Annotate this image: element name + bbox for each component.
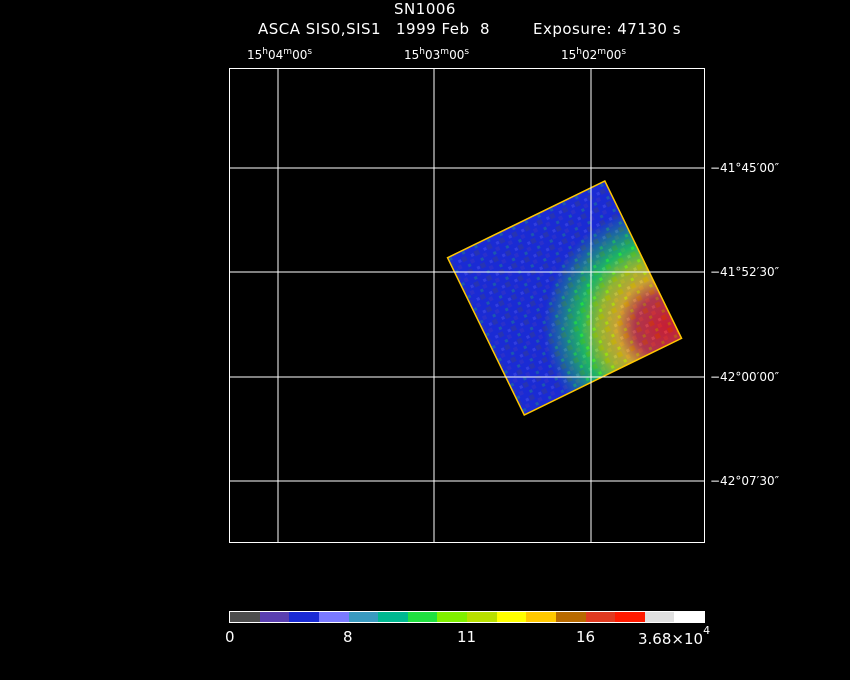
colorbar-swatch-15 xyxy=(674,612,704,622)
colorbar-swatch-13 xyxy=(615,612,645,622)
detector-field xyxy=(446,180,683,417)
colorbar-swatch-5 xyxy=(378,612,408,622)
colorbar-swatch-1 xyxy=(259,612,290,622)
dec-label-2: −41°52′30″ xyxy=(710,265,780,279)
ra-label-1502: 15h02m00s xyxy=(561,47,627,62)
colorbar-label-16: 16 xyxy=(576,628,596,646)
colorbar-swatch-2 xyxy=(289,612,319,622)
object-title: SN1006 xyxy=(394,0,456,18)
colorbar-swatch-0 xyxy=(230,612,260,622)
image-frame xyxy=(229,68,705,543)
ra-label-1504: 15h04m00s xyxy=(247,47,313,62)
colorbar-label-max: 3.68×104 xyxy=(638,624,711,648)
coordinate-grid xyxy=(230,69,704,542)
date-label: 1999 Feb 8 xyxy=(396,20,491,38)
sky-image xyxy=(230,69,704,542)
colorbar-swatch-4 xyxy=(348,612,379,622)
colorbar-swatch-3 xyxy=(318,612,349,622)
colorbar-swatch-10 xyxy=(526,612,556,622)
colorbar-swatch-12 xyxy=(585,612,616,622)
colorbar xyxy=(229,611,705,623)
dec-label-3: −42°00′00″ xyxy=(710,370,780,384)
colorbar-label-11: 11 xyxy=(457,628,477,646)
colorbar-swatch-14 xyxy=(644,612,675,622)
colorbar-label-0: 0 xyxy=(225,628,235,646)
colorbar-swatch-7 xyxy=(437,612,467,622)
colorbar-swatch-8 xyxy=(467,612,497,622)
colorbar-swatch-11 xyxy=(555,612,586,622)
instrument-label: ASCA SIS0,SIS1 xyxy=(258,20,382,38)
colorbar-swatch-6 xyxy=(407,612,438,622)
dec-label-4: −42°07′30″ xyxy=(710,474,780,488)
colorbar-label-8: 8 xyxy=(343,628,353,646)
dec-label-1: −41°45′00″ xyxy=(710,161,780,175)
exposure-label: Exposure: 47130 s xyxy=(533,20,682,38)
ra-label-1503: 15h03m00s xyxy=(404,47,470,62)
colorbar-swatch-9 xyxy=(496,612,527,622)
